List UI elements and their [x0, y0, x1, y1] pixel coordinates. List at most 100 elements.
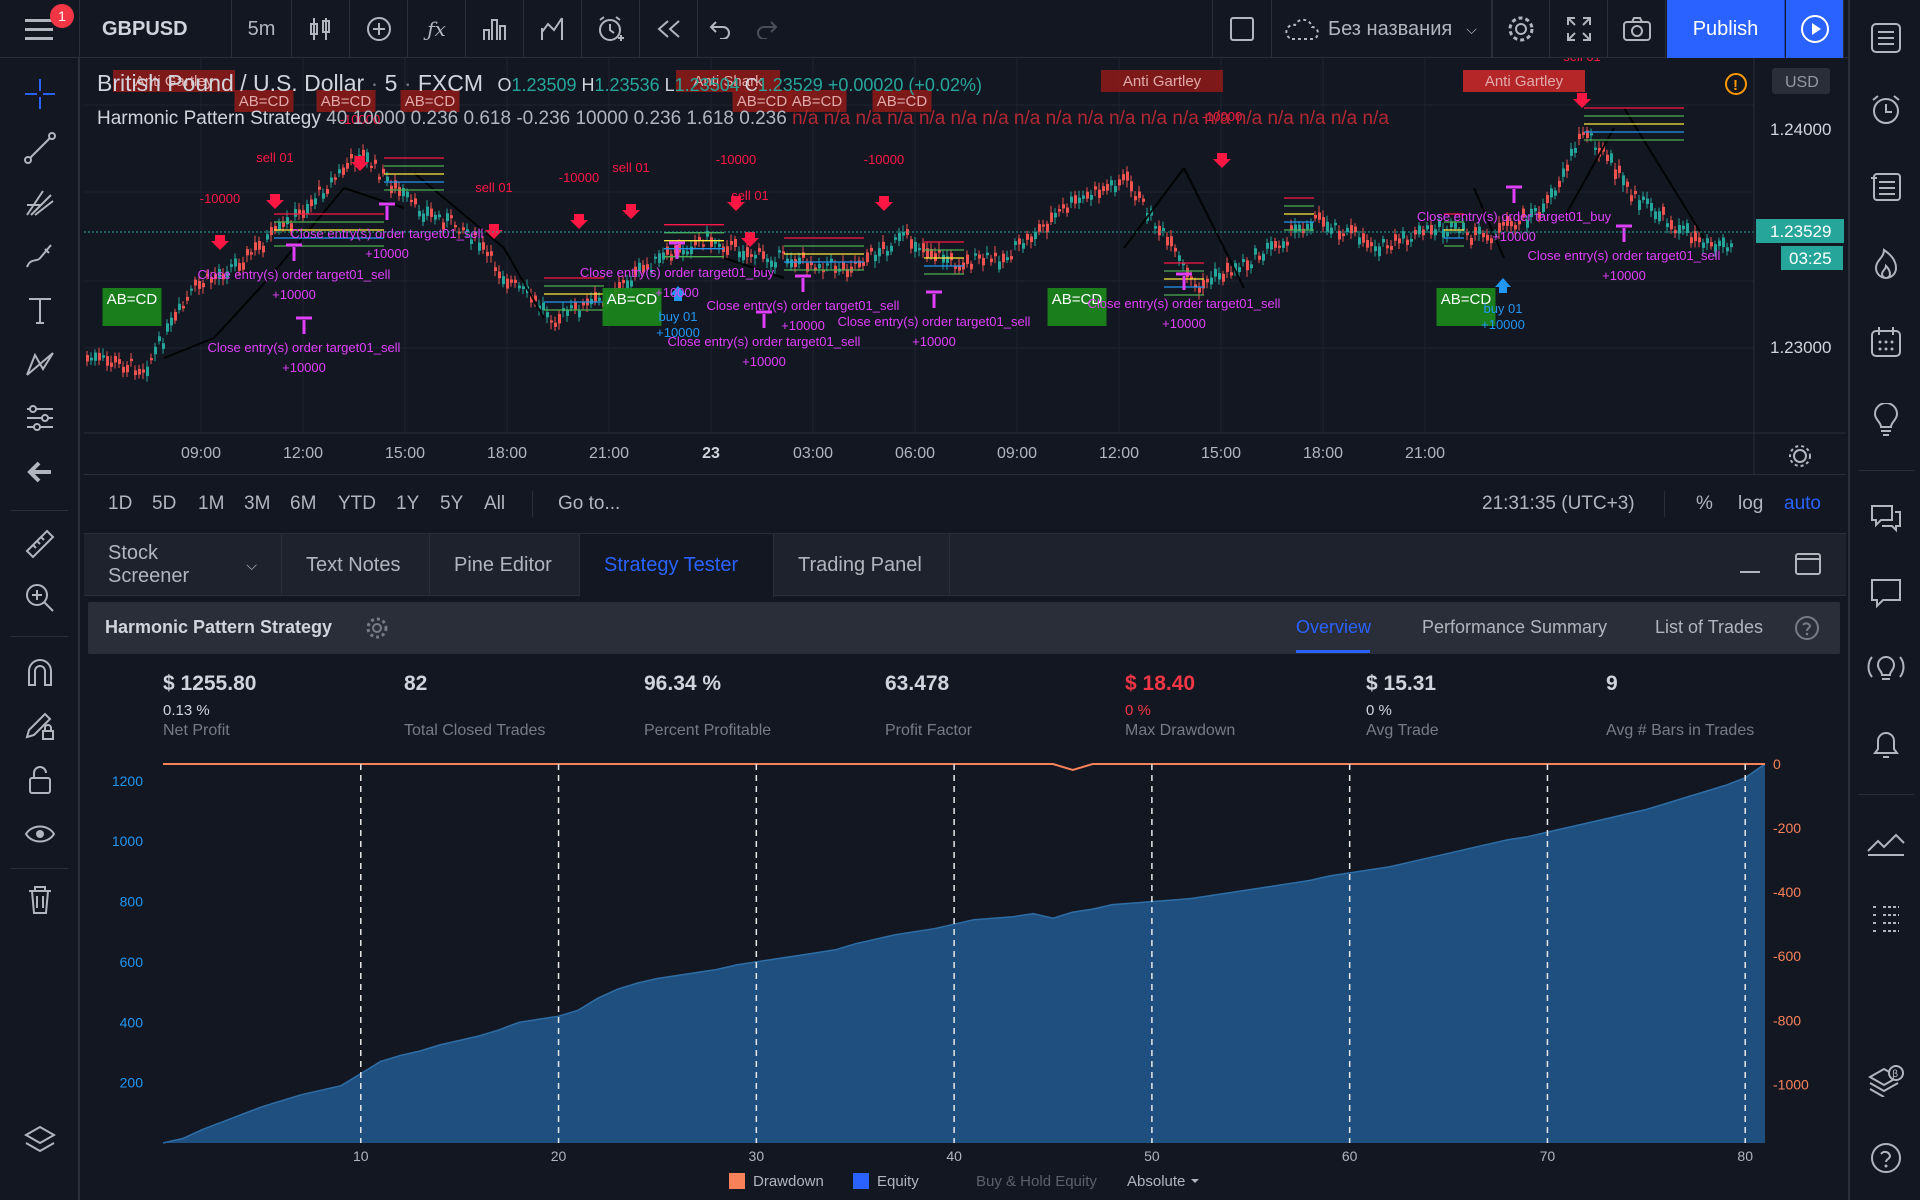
range-5y[interactable]: 5Y — [440, 493, 464, 514]
candle-body — [710, 237, 713, 247]
symbol-search-button[interactable]: GBPUSD — [80, 0, 232, 58]
candle-body — [790, 259, 793, 268]
prediction-tool[interactable] — [20, 398, 60, 438]
range-6m[interactable]: 6M — [290, 493, 317, 514]
dom-button[interactable] — [1866, 898, 1906, 938]
chats-button[interactable] — [1866, 498, 1906, 538]
range-ytd[interactable]: YTD — [338, 493, 376, 514]
data-window-button[interactable] — [1866, 166, 1906, 206]
layout-name-button[interactable]: Без названия ⌵ — [1272, 0, 1492, 58]
lock-tool[interactable] — [20, 760, 60, 800]
warning-icon[interactable] — [1725, 73, 1747, 95]
messages-button[interactable] — [1866, 572, 1906, 612]
trading-panel-button[interactable] — [1866, 822, 1906, 862]
indicators-button[interactable]: ƒx — [408, 0, 466, 58]
symbol-legend[interactable]: British Pound / U.S. Dollar · 5 · FXCM O… — [97, 70, 982, 96]
tab-overview[interactable]: Overview — [1296, 617, 1372, 637]
time-axis[interactable]: 09:00 12:00 15:00 18:00 21:00 23 03:00 06:00 09:… — [181, 445, 1445, 462]
range-all[interactable]: All — [484, 493, 506, 514]
trendline-tool[interactable] — [20, 128, 60, 168]
percent-toggle[interactable]: % — [1696, 493, 1713, 514]
legend-equity[interactable]: Equity — [877, 1173, 919, 1190]
range-1y[interactable]: 1Y — [396, 493, 420, 514]
auto-toggle[interactable]: auto — [1784, 493, 1821, 514]
main-menu-button[interactable]: 1 — [0, 0, 80, 58]
stat-value: $ 18.40 — [1125, 672, 1196, 695]
crosshair-tool[interactable] — [20, 74, 60, 114]
tab-list-of-trades[interactable]: List of Trades — [1655, 617, 1764, 637]
product-button[interactable]: β — [1866, 1060, 1906, 1100]
alerts-button[interactable] — [1866, 90, 1906, 130]
tab-performance-summary[interactable]: Performance Summary — [1422, 617, 1608, 637]
camera-icon — [1622, 17, 1651, 41]
interval-button[interactable]: 5m — [232, 0, 292, 58]
hotlists-button[interactable] — [1866, 244, 1906, 284]
play-button[interactable] — [1786, 0, 1844, 58]
help-button[interactable] — [1866, 1138, 1906, 1178]
tab-text-notes[interactable]: Text Notes — [282, 534, 430, 596]
financials-button[interactable] — [466, 0, 524, 58]
menu-icon — [24, 19, 53, 40]
tab-stock-screener[interactable]: Stock Screener ⌵ — [84, 534, 282, 596]
tab-strategy-tester[interactable]: Strategy Tester — [580, 534, 774, 597]
object-tree-tool[interactable] — [20, 1120, 60, 1160]
zoom-tool[interactable] — [20, 578, 60, 618]
currency-badge[interactable] — [1772, 68, 1830, 94]
magnet-tool[interactable] — [20, 652, 60, 692]
goto-button[interactable]: Go to... — [558, 493, 621, 514]
stay-drawing-tool[interactable] — [20, 706, 60, 746]
undo-button[interactable] — [698, 0, 742, 58]
price-axis[interactable]: 1.24000 1.23000 1.23529 03:25 USD ! — [1725, 68, 1844, 467]
layout-button[interactable] — [1212, 0, 1272, 58]
maximize-panel-button[interactable] — [1794, 552, 1822, 576]
templates-button[interactable] — [524, 0, 582, 58]
compare-button[interactable] — [350, 0, 408, 58]
brush-tool[interactable] — [20, 236, 60, 276]
legend-buy-hold[interactable]: Buy & Hold Equity — [976, 1173, 1097, 1190]
tab-pine-editor[interactable]: Pine Editor — [430, 534, 580, 596]
alert-button[interactable] — [582, 0, 640, 58]
fullscreen-button[interactable] — [1550, 0, 1608, 58]
indicator-legend[interactable]: Harmonic Pattern Strategy 40 10000 0.236… — [97, 108, 1389, 130]
clock[interactable]: 21:31:35 (UTC+3) — [1482, 493, 1635, 514]
notifications-button[interactable] — [1866, 724, 1906, 764]
pattern-tool[interactable] — [20, 344, 60, 384]
calendar-button[interactable] — [1866, 322, 1906, 362]
equity-chart[interactable]: 10 20 30 40 50 60 70 80 200 400 600 800 1000 1200 0 -… — [84, 750, 1846, 1200]
tab-trading-panel[interactable]: Trading Panel — [774, 534, 950, 596]
stat-sub: 0 % — [1125, 702, 1151, 719]
back-tool[interactable] — [20, 452, 60, 492]
sell-arrow-icon — [727, 196, 745, 211]
range-3m[interactable]: 3M — [244, 493, 271, 514]
publish-button[interactable]: Publish — [1667, 0, 1785, 58]
candle-body — [1394, 234, 1397, 241]
range-1d[interactable]: 1D — [108, 493, 133, 514]
measure-tool[interactable] — [20, 524, 60, 564]
remove-drawings-tool[interactable] — [20, 880, 60, 920]
watchlist-button[interactable] — [1866, 18, 1906, 58]
text-tool[interactable] — [20, 290, 60, 330]
time-label: 21:00 — [589, 445, 629, 462]
replay-button[interactable] — [640, 0, 698, 58]
strategy-settings-button[interactable] — [364, 615, 390, 641]
legend-drawdown[interactable]: Drawdown — [753, 1173, 824, 1190]
ideas-button[interactable] — [1866, 400, 1906, 440]
chart-type-button[interactable] — [292, 0, 350, 58]
streams-button[interactable] — [1866, 648, 1906, 688]
candle-body — [1294, 224, 1297, 233]
candle-body — [746, 247, 749, 258]
screenshot-button[interactable] — [1608, 0, 1666, 58]
strategy-help-button[interactable] — [1794, 615, 1820, 641]
scale-mode-select[interactable]: Absolute — [1127, 1173, 1185, 1190]
chart-settings-icon[interactable] — [1789, 445, 1811, 467]
visibility-tool[interactable] — [20, 814, 60, 854]
range-5d[interactable]: 5D — [152, 493, 177, 514]
minimize-panel-button[interactable] — [1738, 552, 1762, 576]
redo-button[interactable] — [742, 0, 792, 58]
log-toggle[interactable]: log — [1738, 493, 1764, 514]
settings-button[interactable] — [1492, 0, 1550, 58]
range-1m[interactable]: 1M — [198, 493, 225, 514]
fib-tool[interactable] — [20, 182, 60, 222]
low-label: L — [664, 75, 675, 95]
